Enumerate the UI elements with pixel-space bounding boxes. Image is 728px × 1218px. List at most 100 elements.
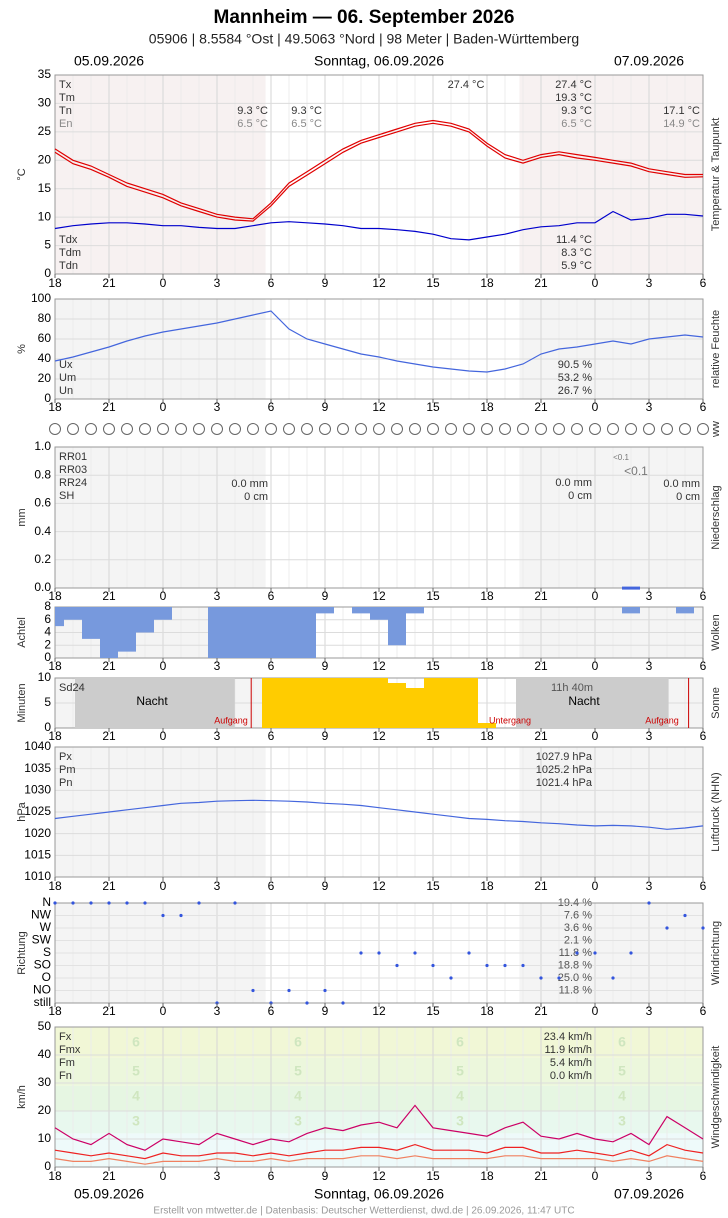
direction-dot xyxy=(701,926,705,930)
stat-name: Tm xyxy=(59,92,75,104)
stat-value: 11.4 °C xyxy=(556,234,592,246)
x-tick-label: 15 xyxy=(426,276,440,290)
annotation: 9.3 °C xyxy=(291,105,322,117)
bar xyxy=(388,683,406,728)
stat-value: 27.4 °C xyxy=(555,79,592,91)
bar xyxy=(442,678,460,728)
x-tick-label: 21 xyxy=(534,879,548,893)
x-tick-label: 21 xyxy=(102,879,116,893)
x-tick-label: 0 xyxy=(160,1169,167,1183)
direction-dot xyxy=(431,963,435,968)
x-tick-label: 9 xyxy=(322,879,329,893)
x-tick-label: 18 xyxy=(480,276,494,290)
share-label: 7.6 % xyxy=(564,909,592,921)
direction-dot xyxy=(197,901,201,905)
weather-symbol xyxy=(319,423,331,435)
y-tick-label: 60 xyxy=(38,331,52,345)
date-center: Sonntag, 06.09.2026 xyxy=(314,53,444,69)
cloud-bar xyxy=(262,607,280,658)
x-tick-label: 3 xyxy=(214,729,221,743)
beaufort-label: 6 xyxy=(618,1034,626,1050)
y-tick-label: NO xyxy=(33,983,51,997)
x-tick-label: 21 xyxy=(534,1169,548,1183)
cloud-bar xyxy=(316,607,334,614)
y-tick-label: S xyxy=(43,945,51,959)
side-label: Temperatur & Taupunkt xyxy=(710,118,722,232)
beaufort-label: 3 xyxy=(294,1113,302,1129)
side-label: Niederschlag xyxy=(710,485,722,549)
annotation: Aufgang xyxy=(214,715,248,725)
x-tick-label: 6 xyxy=(268,276,275,290)
x-tick-label: 18 xyxy=(480,1004,494,1018)
x-tick-label: 6 xyxy=(700,1004,707,1018)
direction-dot xyxy=(143,901,147,905)
weather-symbol xyxy=(337,423,349,435)
x-tick-label: 15 xyxy=(426,1004,440,1018)
beaufort-label: 5 xyxy=(456,1063,464,1079)
stat-value: 9.3 °C xyxy=(561,105,592,117)
x-tick-label: 3 xyxy=(214,1169,221,1183)
weather-symbol xyxy=(409,423,421,435)
annotation: 9.3 °C xyxy=(237,105,268,117)
direction-dot xyxy=(71,901,75,905)
day-bg xyxy=(265,447,520,588)
stat-value: 5.4 km/h xyxy=(550,1057,592,1069)
subtitle: 05906 | 8.5584 °Ost | 49.5063 °Nord | 98… xyxy=(149,31,579,47)
y-tick-label: NW xyxy=(31,908,52,922)
y-tick-label: 40 xyxy=(38,351,52,365)
x-tick-label: 21 xyxy=(534,589,548,603)
cloud-bar xyxy=(406,607,424,614)
x-tick-label: 6 xyxy=(268,879,275,893)
bar xyxy=(352,678,370,728)
x-tick-label: 3 xyxy=(646,1169,653,1183)
cloud-bar xyxy=(676,607,694,614)
weather-symbol xyxy=(625,423,637,435)
annotation: Nacht xyxy=(568,694,600,708)
annotation: 6.5 °C xyxy=(237,118,268,130)
y-tick-label: 1030 xyxy=(24,783,51,797)
y-axis-label: km/h xyxy=(16,1085,28,1109)
y-tick-label: 100 xyxy=(31,291,51,305)
cloud-bar xyxy=(280,607,298,658)
annotation: Nacht xyxy=(136,694,168,708)
cloud-bar xyxy=(298,607,316,658)
weather-symbol xyxy=(211,423,223,435)
x-tick-label: 9 xyxy=(322,400,329,414)
x-tick-label: 0 xyxy=(592,1169,599,1183)
weather-symbol xyxy=(301,423,313,435)
x-tick-label: 0 xyxy=(160,400,167,414)
title: Mannheim — 06. September 2026 xyxy=(214,7,515,28)
y-tick-label: 1035 xyxy=(24,761,51,775)
weather-symbol xyxy=(661,423,673,435)
side-label: Windrichtung xyxy=(710,921,722,985)
weather-symbol xyxy=(67,423,79,435)
stat-name: Tdm xyxy=(59,247,81,259)
weather-symbol xyxy=(643,423,655,435)
side-label: Sonne xyxy=(710,687,722,719)
x-tick-label: 18 xyxy=(480,879,494,893)
bar xyxy=(424,678,442,728)
y-tick-label: 1020 xyxy=(24,826,51,840)
stat-name: Um xyxy=(59,372,76,384)
data-line xyxy=(54,1143,704,1160)
direction-dot xyxy=(251,988,255,993)
side-label: Luftdruck (NHN) xyxy=(710,772,722,851)
x-tick-label: 18 xyxy=(48,276,62,290)
y-tick-label: still xyxy=(34,995,51,1009)
x-tick-label: 6 xyxy=(700,400,707,414)
x-tick-label: 12 xyxy=(372,879,386,893)
y-tick-label: 80 xyxy=(38,311,52,325)
stat-name: Pn xyxy=(59,777,72,789)
direction-dot xyxy=(161,913,165,918)
annotation: 0.0 mm xyxy=(231,478,268,490)
weather-symbol xyxy=(229,423,241,435)
y-tick-label: 0 xyxy=(44,1159,51,1173)
direction-dot xyxy=(611,976,615,980)
bar xyxy=(298,678,316,728)
x-tick-label: 3 xyxy=(646,729,653,743)
stat-value: 53.2 % xyxy=(558,372,592,384)
y-tick-label: 0.0 xyxy=(34,580,51,594)
stat-name: En xyxy=(59,118,72,130)
cloud-bar xyxy=(64,607,82,620)
stat-name: RR24 xyxy=(59,477,87,489)
